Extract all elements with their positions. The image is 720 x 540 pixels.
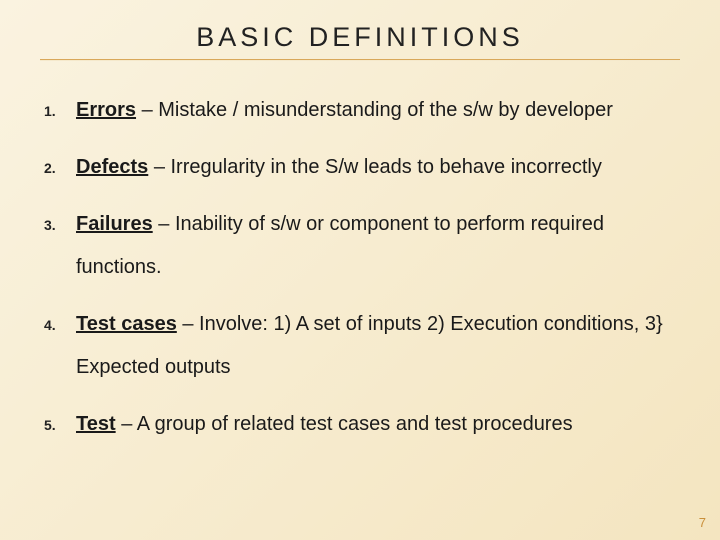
item-number: 5.	[40, 414, 76, 433]
item-rest: – A group of related test cases and test…	[116, 413, 573, 435]
slide: BASIC DEFINITIONS 1. Errors – Mistake / …	[0, 0, 720, 540]
list-item: 3. Failures – Inability of s/w or compon…	[40, 203, 680, 289]
item-term: Test	[76, 413, 116, 435]
item-number: 4.	[40, 314, 76, 333]
item-body: Defects – Irregularity in the S/w leads …	[76, 146, 680, 189]
list-item: 4. Test cases – Involve: 1) A set of inp…	[40, 303, 680, 389]
item-body: Failures – Inability of s/w or component…	[76, 203, 680, 289]
item-term: Defects	[76, 156, 148, 178]
title-wrap: BASIC DEFINITIONS	[40, 22, 680, 53]
slide-title: BASIC DEFINITIONS	[196, 22, 524, 53]
item-term: Test cases	[76, 313, 177, 335]
list-item: 1. Errors – Mistake / misunderstanding o…	[40, 89, 680, 132]
item-number: 1.	[40, 100, 76, 119]
item-body: Test – A group of related test cases and…	[76, 403, 680, 446]
item-rest: – Irregularity in the S/w leads to behav…	[148, 156, 602, 178]
list-item: 2. Defects – Irregularity in the S/w lea…	[40, 146, 680, 189]
list-item: 5. Test – A group of related test cases …	[40, 403, 680, 446]
page-number: 7	[699, 515, 706, 530]
item-rest: – Inability of s/w or component to perfo…	[76, 213, 604, 278]
item-body: Test cases – Involve: 1) A set of inputs…	[76, 303, 680, 389]
title-rule	[40, 59, 680, 61]
item-number: 3.	[40, 214, 76, 233]
item-term: Errors	[76, 99, 136, 121]
definitions-list: 1. Errors – Mistake / misunderstanding o…	[40, 89, 680, 446]
item-term: Failures	[76, 213, 153, 235]
item-body: Errors – Mistake / misunderstanding of t…	[76, 89, 680, 132]
item-number: 2.	[40, 157, 76, 176]
item-rest: – Mistake / misunderstanding of the s/w …	[136, 99, 613, 121]
